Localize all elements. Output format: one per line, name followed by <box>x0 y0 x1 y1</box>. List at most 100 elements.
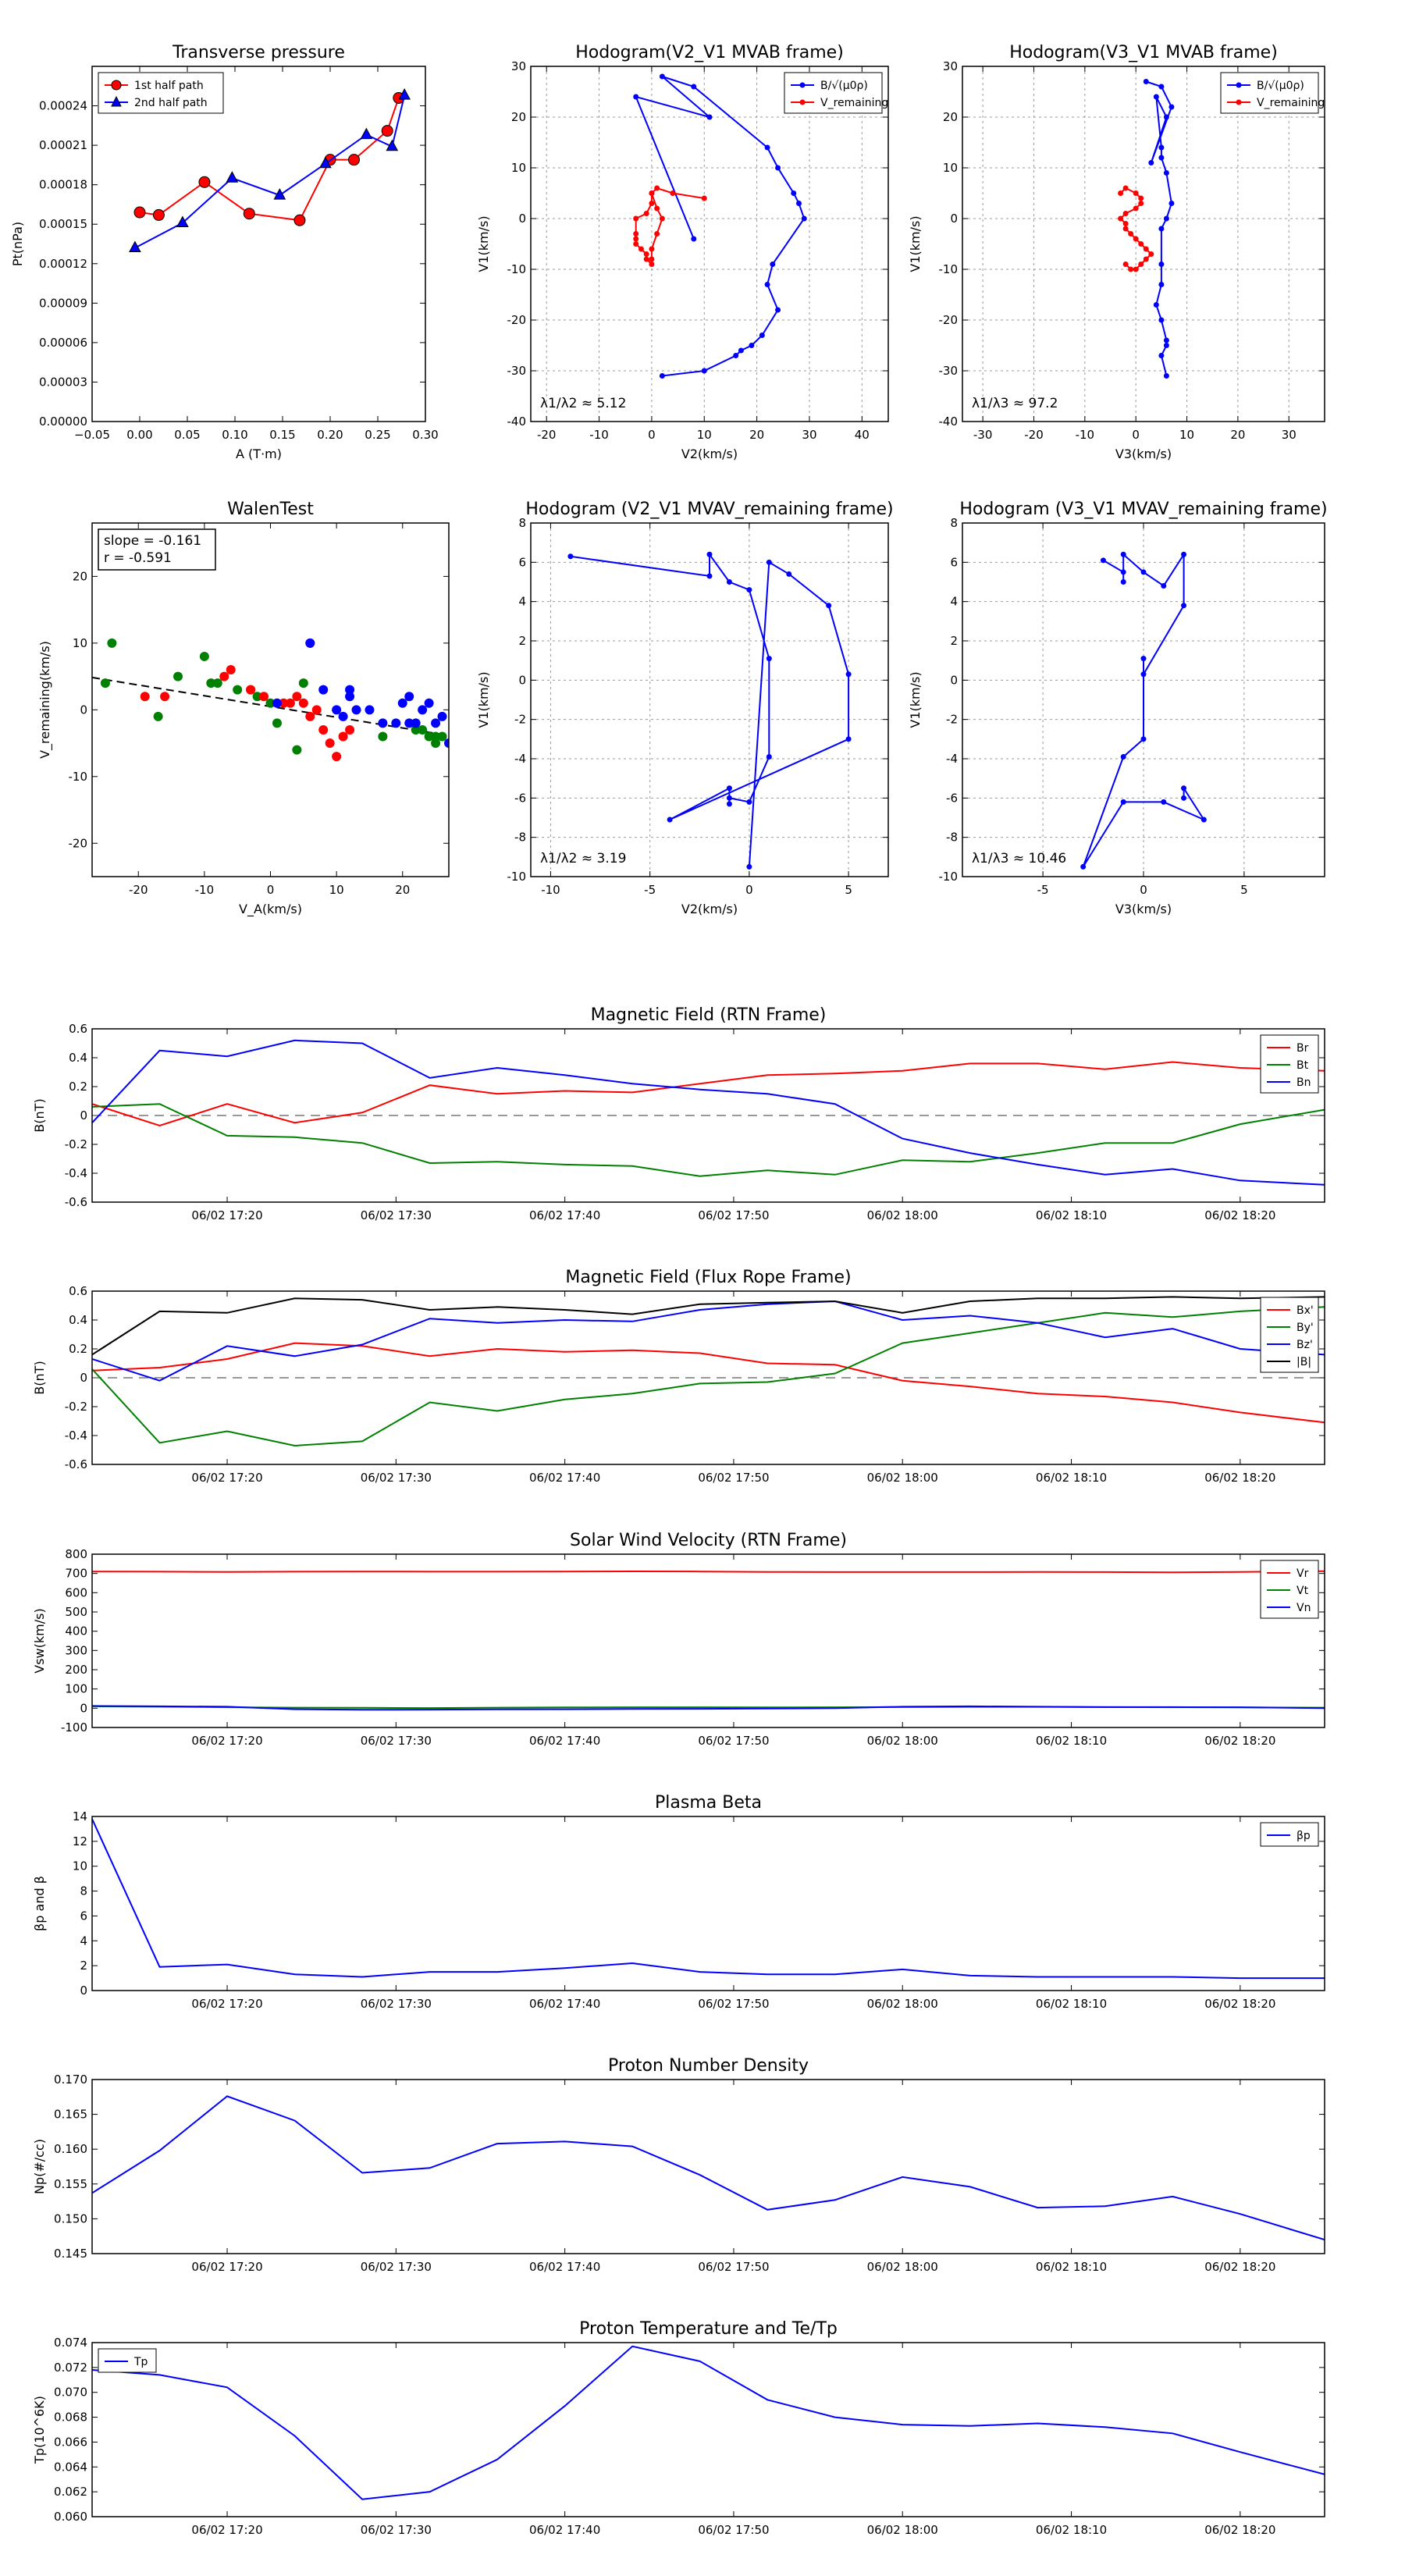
data-point <box>845 671 852 678</box>
data-point <box>786 571 792 577</box>
x-tick-label: -5 <box>644 883 656 897</box>
y-tick-label: 0.062 <box>54 2485 87 2499</box>
data-point <box>1158 317 1165 323</box>
y-tick-label: 4 <box>80 1934 87 1948</box>
data-point <box>1100 557 1106 564</box>
chart-proton-number-density: Proton Number Density 0.145 0.150 0.155 0.16… <box>32 2056 1325 2274</box>
plot-frame <box>91 522 450 877</box>
data-point <box>659 373 665 379</box>
plot-frame <box>91 1290 1325 1465</box>
data-point <box>1158 84 1165 90</box>
x-tick-label: 06/02 18:10 <box>1036 2260 1107 2274</box>
data-point-blue <box>397 698 407 708</box>
data-point <box>649 262 655 267</box>
legend-label: |B| <box>1297 1356 1311 1368</box>
data-point <box>746 587 752 593</box>
data-point-blue <box>418 705 428 715</box>
data-point <box>1122 211 1129 216</box>
data-point <box>1153 94 1159 100</box>
y-tick-label: -8 <box>946 831 958 845</box>
data-point-red <box>318 724 329 735</box>
x-tick-label: -5 <box>1037 883 1049 897</box>
y-tick-label: 6 <box>80 1909 87 1923</box>
data-point-green <box>199 651 209 661</box>
data-point <box>726 785 732 792</box>
y-axis-label: B(nT) <box>32 1098 47 1132</box>
plot-area <box>1080 551 1207 870</box>
x-tick-label: 06/02 17:50 <box>698 2260 769 2274</box>
series-line-0 <box>92 1570 1325 1574</box>
y-tick-label: 30 <box>511 59 526 73</box>
x-tick-label: 20 <box>749 428 764 442</box>
plot-frame <box>91 1028 1325 1203</box>
data-point-green <box>153 711 163 721</box>
data-point-blue <box>391 718 401 728</box>
data-point <box>691 84 697 90</box>
y-tick-label: 0 <box>80 1701 87 1715</box>
chart-title: Hodogram (V3_V1 MVAV_remaining frame) <box>959 500 1327 519</box>
legend-box <box>784 72 883 114</box>
y-tick-label: -20 <box>507 313 527 327</box>
data-point <box>1148 251 1154 257</box>
data-point <box>643 211 649 216</box>
data-point <box>1143 256 1149 262</box>
y-axis-label: Pt(nPa) <box>10 222 25 266</box>
y-axis-label: B(nT) <box>32 1361 47 1394</box>
y-tick-label: -30 <box>939 364 959 378</box>
y-tick-label: 0.4 <box>69 1051 87 1065</box>
y-tick-label: -10 <box>507 262 527 276</box>
data-point <box>1122 262 1129 267</box>
data-point <box>1163 170 1169 176</box>
data-point <box>654 231 660 237</box>
legend-label: V_remaining <box>1257 97 1325 109</box>
y-tick-label: -20 <box>69 836 88 850</box>
y-tick-label: 8 <box>80 1884 87 1898</box>
x-tick-label: 06/02 17:20 <box>191 1208 262 1222</box>
legend-label: Tp <box>133 2356 148 2368</box>
data-point <box>1158 144 1165 151</box>
series-line-0 <box>1145 80 1172 376</box>
data-point <box>633 215 639 222</box>
y-tick-label: 10 <box>73 1859 87 1873</box>
plot-area <box>92 1039 1325 1186</box>
y-tick-label: 0.072 <box>54 2361 87 2375</box>
x-tick-label: 06/02 17:50 <box>698 1208 769 1222</box>
y-tick-label: -0.4 <box>65 1166 87 1180</box>
plot-area <box>633 73 807 379</box>
x-tick-label: 06/02 18:10 <box>1036 1208 1107 1222</box>
legend-box <box>1220 72 1319 114</box>
plot-frame <box>91 1816 1325 1991</box>
chart-hodogram-v2-v1-mvab: Hodogram(V2_V1 MVAB frame) -40 -30 -20 -10 0 1… <box>476 43 889 461</box>
y-tick-label: 500 <box>65 1605 87 1619</box>
y-tick-label: -2 <box>946 713 958 727</box>
data-point <box>1163 215 1169 222</box>
y-tick-label: 2 <box>80 1959 87 1973</box>
series-line-2 <box>92 1705 1325 1711</box>
x-tick-label: 0.20 <box>317 428 343 442</box>
x-tick-label: 5 <box>845 883 852 897</box>
data-point-red <box>338 731 348 742</box>
chart-title: Plasma Beta <box>655 1793 762 1813</box>
series-line-0 <box>1082 551 1206 867</box>
data-point-circle <box>381 125 393 137</box>
data-point <box>1138 201 1144 206</box>
x-tick-label: 06/02 17:20 <box>191 1471 262 1485</box>
x-tick-label: 30 <box>802 428 816 442</box>
chart-magnetic-field-flux-rope: Magnetic Field (Flux Rope Frame) -0.6 -0.4… <box>32 1268 1325 1485</box>
x-tick-label: 06/02 17:50 <box>698 1471 769 1485</box>
x-axis-label: A (T·m) <box>236 447 282 461</box>
chart-title: WalenTest <box>227 500 314 519</box>
x-tick-label: 06/02 17:30 <box>361 1997 432 2011</box>
data-point-green <box>424 731 434 742</box>
y-tick-label: -10 <box>939 262 959 276</box>
data-point-green <box>418 724 428 735</box>
data-point <box>1143 246 1149 252</box>
data-point <box>1168 201 1175 206</box>
chart-title: Hodogram(V3_V1 MVAB frame) <box>1009 43 1278 62</box>
series-line-1 <box>92 1103 1325 1177</box>
x-tick-label: 10 <box>1179 428 1194 442</box>
data-point <box>770 262 776 267</box>
data-point-red <box>305 711 315 721</box>
data-point <box>1158 353 1165 358</box>
plot-frame <box>530 522 889 877</box>
